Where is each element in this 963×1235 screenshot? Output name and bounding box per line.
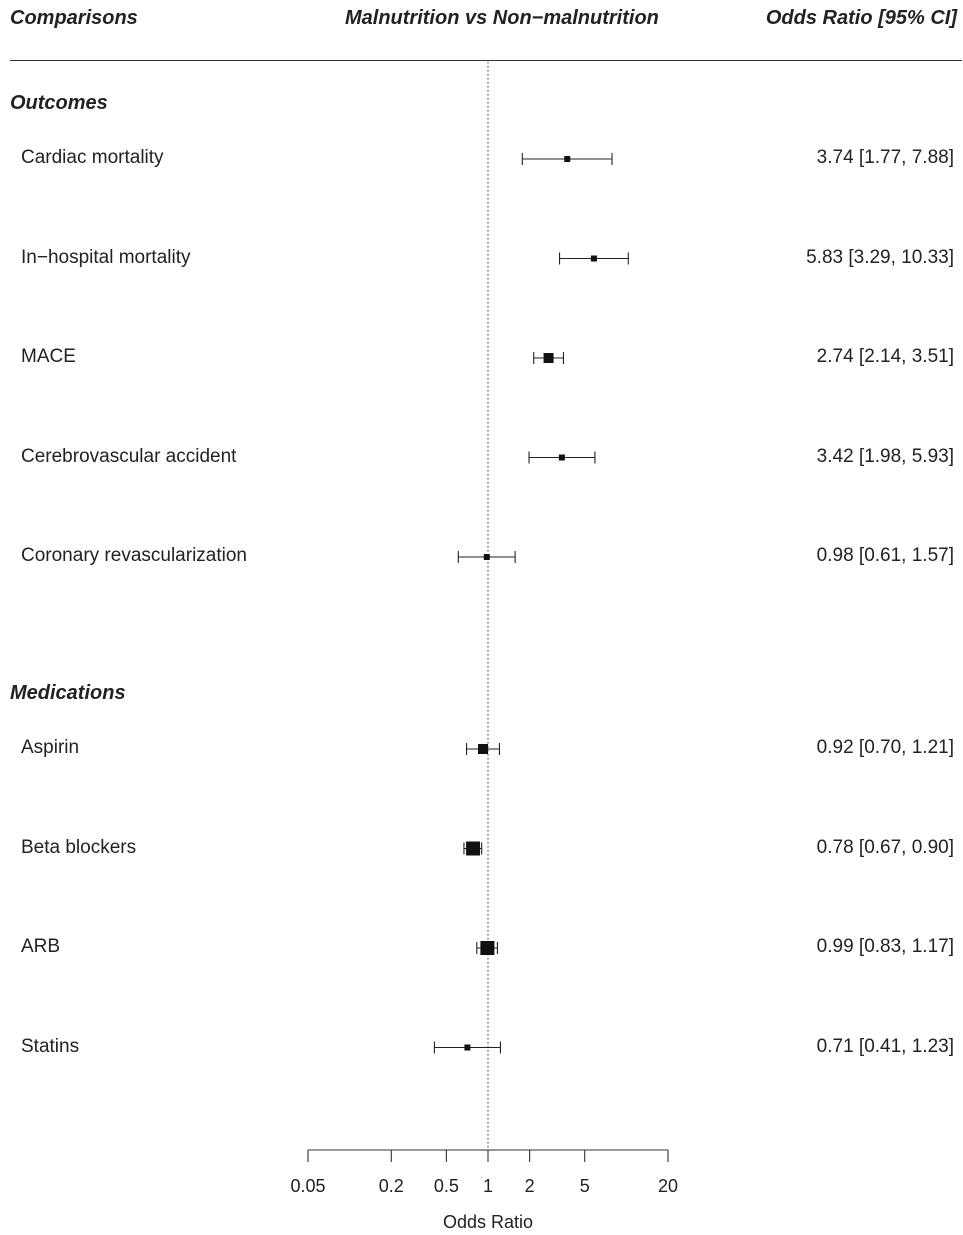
x-tick-label: 0.5 bbox=[433, 1176, 459, 1196]
row-estimate-text: 0.92 [0.70, 1.21] bbox=[816, 737, 954, 758]
row-estimate-text: 3.42 [1.98, 5.93] bbox=[816, 445, 954, 467]
row-label: ARB bbox=[21, 936, 61, 957]
row-label: Cerebrovascular accident bbox=[21, 445, 237, 467]
row-estimate-text: 0.71 [0.41, 1.23] bbox=[816, 1035, 954, 1057]
ci-mark bbox=[559, 252, 629, 265]
row-estimate-text: 2.74 [2.14, 3.51] bbox=[816, 346, 954, 367]
row-estimate-text: 0.78 [0.67, 0.90] bbox=[816, 836, 954, 858]
row-label: Statins bbox=[21, 1035, 80, 1057]
row-estimate-text: 5.83 [3.29, 10.33] bbox=[806, 246, 954, 268]
row-estimate-text: 3.74 [1.77, 7.88] bbox=[816, 147, 954, 168]
x-tick-label: 1 bbox=[482, 1176, 494, 1196]
row-label: Aspirin bbox=[21, 737, 80, 758]
ci-mark bbox=[433, 1041, 501, 1054]
header-comparisons: Comparisons bbox=[10, 7, 138, 29]
header-odds-ratio-ci: Odds Ratio [95% CI] bbox=[765, 7, 957, 29]
point-estimate bbox=[558, 454, 565, 461]
section-title: Outcomes bbox=[10, 92, 108, 114]
ci-mark bbox=[466, 743, 501, 755]
x-tick-label: 5 bbox=[579, 1176, 590, 1196]
point-estimate bbox=[590, 255, 597, 262]
row-estimate-text: 0.99 [0.83, 1.17] bbox=[816, 936, 954, 957]
row-label: Cardiac mortality bbox=[21, 147, 164, 168]
x-tick-label: 0.05 bbox=[290, 1176, 326, 1196]
point-estimate bbox=[464, 1044, 471, 1051]
row-label: In−hospital mortality bbox=[21, 246, 191, 268]
header-group-comparison: Malnutrition vs Non−malnutrition bbox=[345, 7, 659, 29]
row-label: MACE bbox=[21, 346, 76, 367]
row-label: Beta blockers bbox=[21, 836, 137, 858]
ci-mark bbox=[476, 941, 498, 955]
header-rule bbox=[10, 60, 962, 61]
point-estimate bbox=[466, 841, 481, 856]
ci-mark bbox=[533, 352, 564, 364]
row-label: Coronary revascularization bbox=[21, 545, 247, 566]
ci-mark bbox=[457, 551, 516, 563]
section-title: Medications bbox=[10, 682, 126, 704]
point-estimate bbox=[480, 941, 495, 955]
ci-mark bbox=[463, 841, 483, 856]
x-tick-label: 2 bbox=[524, 1176, 535, 1196]
point-estimate bbox=[477, 744, 488, 754]
ci-mark bbox=[528, 451, 596, 464]
point-estimate bbox=[483, 554, 490, 560]
ci-mark bbox=[521, 153, 613, 165]
x-tick-label: 20 bbox=[657, 1176, 679, 1196]
point-estimate bbox=[543, 353, 554, 363]
x-tick-label: 0.2 bbox=[378, 1176, 404, 1196]
x-axis-label: Odds Ratio bbox=[442, 1212, 534, 1232]
point-estimate bbox=[564, 156, 571, 162]
row-estimate-text: 0.98 [0.61, 1.57] bbox=[816, 545, 954, 566]
